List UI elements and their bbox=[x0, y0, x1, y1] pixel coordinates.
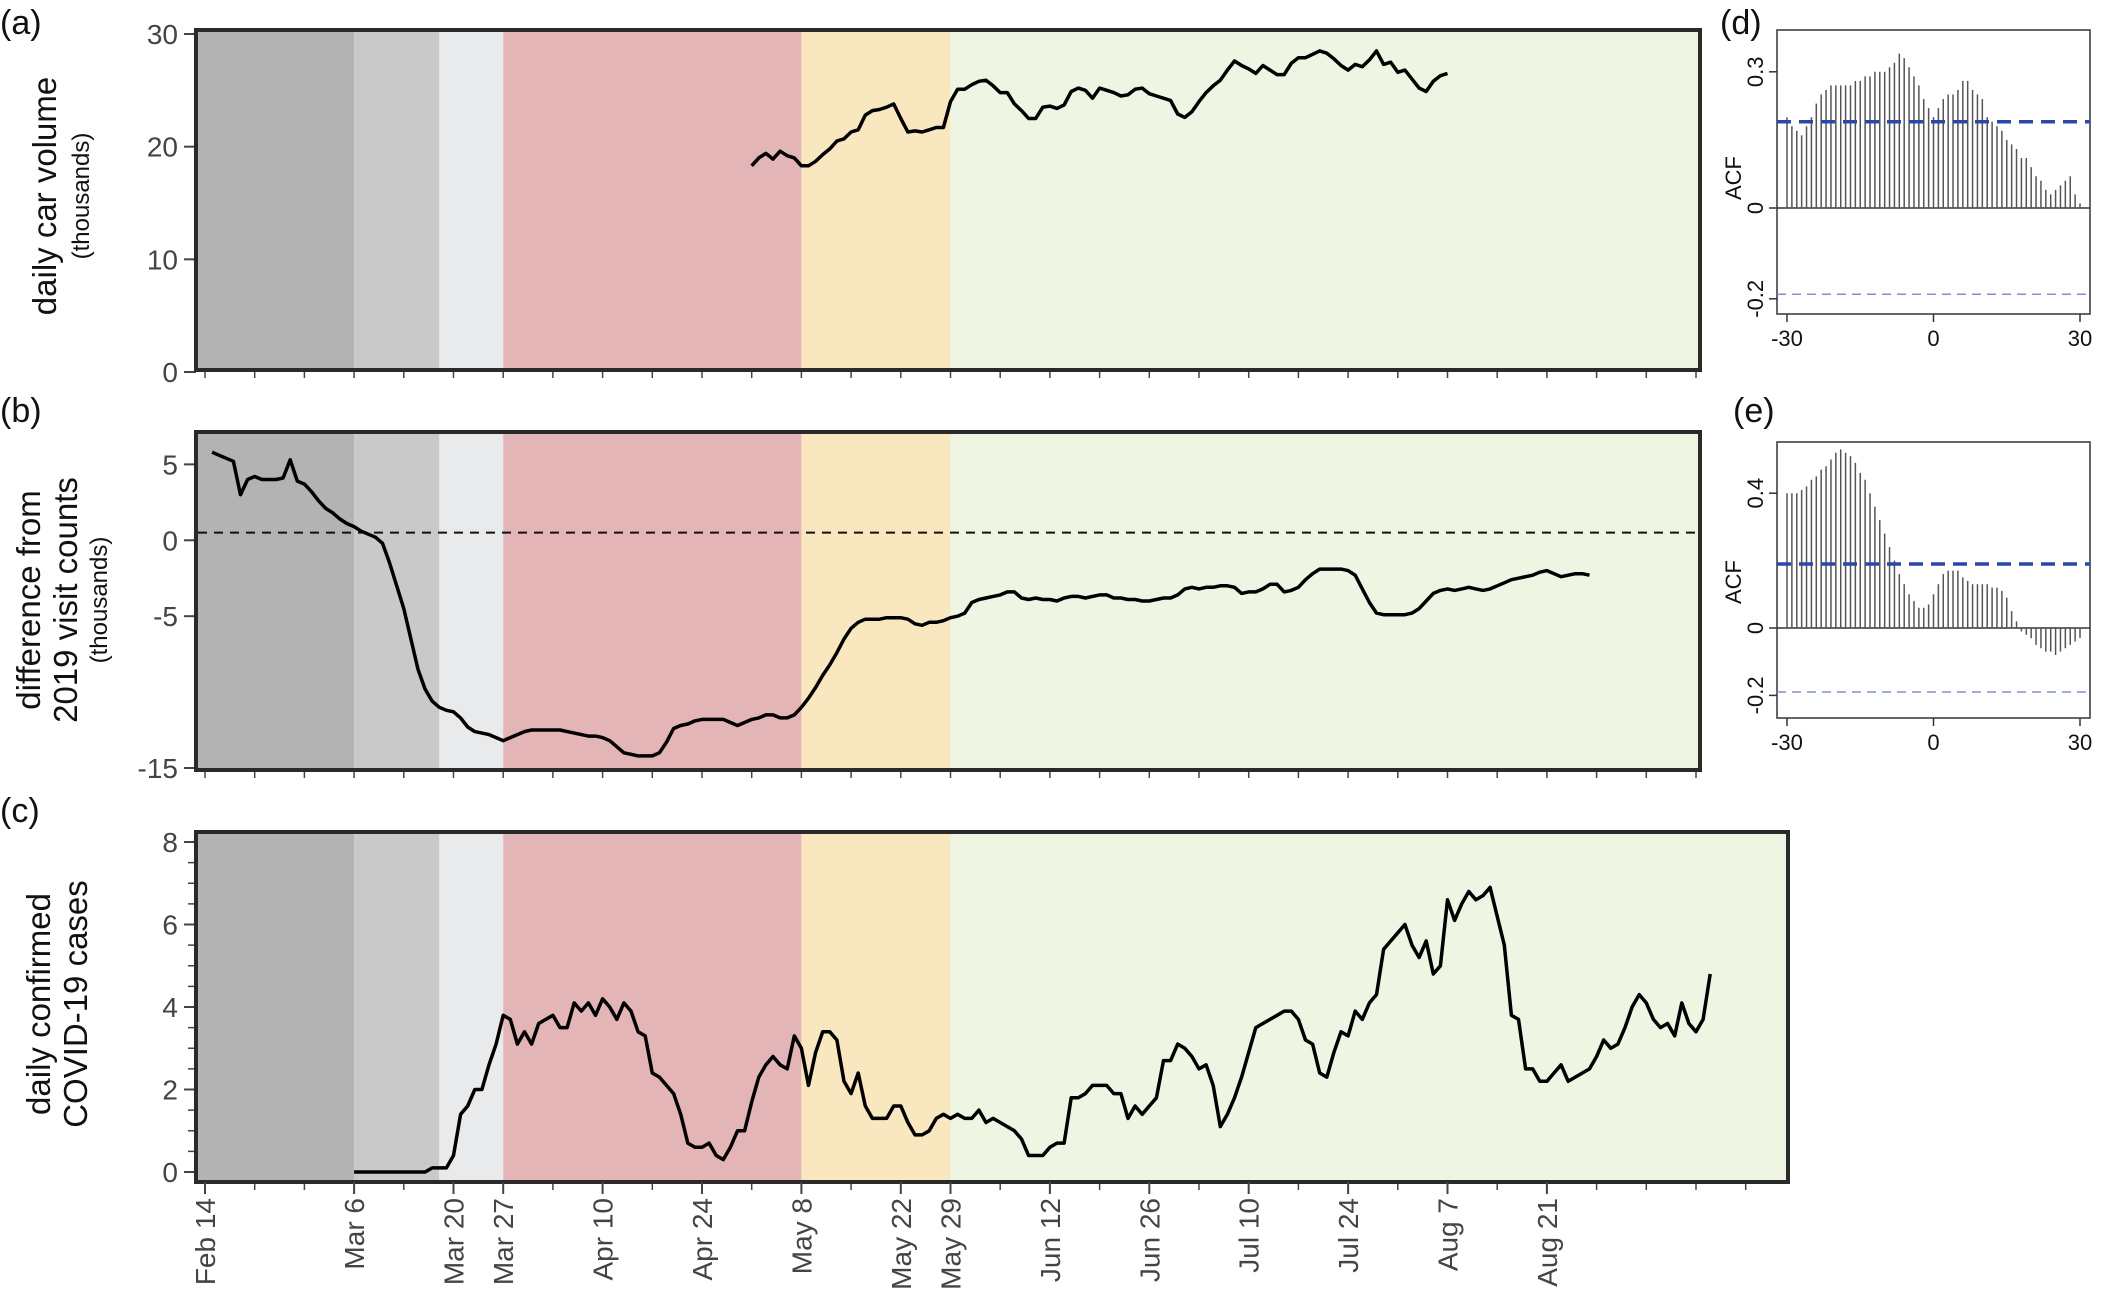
panel-e-acf: -0.2 0 0.4 -30 0 30 bbox=[1743, 441, 2092, 755]
phase-band bbox=[801, 832, 951, 1182]
x-tick-label: Jul 24 bbox=[1333, 1198, 1364, 1273]
y-tick-label: 10 bbox=[147, 244, 178, 275]
series-line bbox=[354, 885, 1712, 1174]
phase-band bbox=[439, 432, 504, 770]
phase-band bbox=[801, 30, 951, 370]
panel-d-ylabel: ACF bbox=[1721, 156, 1746, 200]
acf-x-tick-label: 30 bbox=[2068, 326, 2092, 351]
x-tick-label: Apr 24 bbox=[687, 1198, 718, 1281]
phase-band bbox=[354, 30, 440, 370]
y-tick-label: 30 bbox=[147, 19, 178, 50]
acf-y-tick-label: -0.2 bbox=[1743, 280, 1768, 318]
phase-band bbox=[439, 30, 504, 370]
x-tick-label: Mar 20 bbox=[439, 1198, 470, 1285]
phase-band bbox=[950, 30, 1700, 370]
acf-x-tick-label: -30 bbox=[1771, 730, 1803, 755]
panel-a-frame bbox=[194, 28, 1702, 372]
phase-band bbox=[198, 432, 355, 770]
y-tick-label: -15 bbox=[138, 753, 178, 784]
panel-d-acf: -0.2 0 0.3 -30 0 30 bbox=[1743, 29, 2092, 351]
y-tick-label: 4 bbox=[162, 992, 178, 1023]
phase-band bbox=[503, 432, 802, 770]
panel-label-b: (b) bbox=[0, 392, 42, 430]
x-tick-label: Jun 12 bbox=[1035, 1198, 1066, 1282]
acf-x-tick-label: -30 bbox=[1771, 326, 1803, 351]
acf-y-tick-label: 0 bbox=[1743, 202, 1768, 214]
panel-c-phase-bands bbox=[198, 832, 1788, 1182]
x-tick-label: Jul 10 bbox=[1234, 1198, 1265, 1273]
panel-e-ylabel: ACF bbox=[1721, 560, 1746, 604]
panel-label-a: (a) bbox=[0, 4, 42, 42]
y-tick-label: 5 bbox=[162, 449, 178, 480]
x-tick-label: May 22 bbox=[886, 1198, 917, 1290]
panel-b-ylabel: difference from bbox=[10, 490, 47, 710]
phase-band bbox=[354, 432, 440, 770]
phase-band bbox=[354, 832, 440, 1182]
x-tick-label: Jun 26 bbox=[1134, 1198, 1165, 1282]
x-tick-label: Apr 10 bbox=[588, 1198, 619, 1281]
acf-x-tick-label: 0 bbox=[1927, 730, 1939, 755]
date-axis: Feb 14 Mar 6 Mar 20 Mar 27 Apr 10 Apr 24 May 8… bbox=[190, 1182, 1563, 1290]
acf-y-tick-label: 0 bbox=[1743, 622, 1768, 634]
acf-x-tick-label: 0 bbox=[1927, 326, 1939, 351]
series-line bbox=[750, 49, 1449, 168]
y-tick-label: 20 bbox=[147, 132, 178, 163]
panel-label-c: (c) bbox=[0, 792, 40, 830]
acf-frame bbox=[1776, 441, 2091, 719]
acf-y-tick-label: 0.3 bbox=[1743, 57, 1768, 88]
panel-b-ylabel-line2: 2019 visit counts bbox=[47, 477, 84, 723]
phase-band bbox=[503, 30, 802, 370]
x-tick-label: Mar 6 bbox=[339, 1198, 370, 1270]
x-tick-label: Feb 14 bbox=[190, 1198, 221, 1285]
x-tick-label: May 8 bbox=[786, 1198, 817, 1274]
y-tick-label: -5 bbox=[153, 601, 178, 632]
panel-label-d: (d) bbox=[1720, 4, 1762, 42]
y-tick-label: 0 bbox=[162, 525, 178, 556]
panel-b-frame bbox=[194, 430, 1702, 772]
phase-band bbox=[801, 432, 951, 770]
acf-x-tick-label: 30 bbox=[2068, 730, 2092, 755]
y-tick-label: 8 bbox=[162, 827, 178, 858]
panel-label-e: (e) bbox=[1733, 392, 1775, 430]
phase-band bbox=[198, 832, 355, 1182]
panel-c-series bbox=[354, 885, 1712, 1174]
panel-b: (b) -15 -5 0 5 difference from 2019 visit c… bbox=[0, 392, 1702, 784]
y-tick-label: 2 bbox=[162, 1075, 178, 1106]
phase-band bbox=[950, 432, 1700, 770]
panel-c-ylabel: daily confirmed bbox=[20, 893, 57, 1115]
x-tick-label: Aug 7 bbox=[1433, 1198, 1464, 1271]
panel-c-frame bbox=[194, 830, 1790, 1184]
panel-c-ylabel-line2: COVID-19 cases bbox=[57, 880, 94, 1128]
panel-a-ylabel: daily car volume bbox=[26, 77, 63, 315]
x-tick-label: May 29 bbox=[936, 1198, 967, 1290]
x-tick-label: Mar 27 bbox=[488, 1198, 519, 1285]
panel-e: (e) -0.2 0 0.4 -30 0 30 ACF bbox=[1721, 392, 2092, 755]
panel-b-series bbox=[211, 450, 1590, 758]
y-tick-label: 0 bbox=[162, 1157, 178, 1188]
panel-a: (a) 0 10 20 30 daily car volume (thousands) bbox=[0, 4, 1702, 388]
y-tick-label: 6 bbox=[162, 910, 178, 941]
panel-b-phase-bands bbox=[198, 432, 1700, 770]
phase-band bbox=[503, 832, 802, 1182]
phase-band bbox=[439, 832, 504, 1182]
phase-band bbox=[198, 30, 355, 370]
panel-d: (d) -0.2 0 0.3 -30 0 30 ACF bbox=[1720, 4, 2092, 351]
panel-a-ylabel-sub: (thousands) bbox=[68, 133, 95, 260]
y-tick-label: 0 bbox=[162, 357, 178, 388]
acf-y-tick-label: 0.4 bbox=[1743, 478, 1768, 509]
x-tick-label: Aug 21 bbox=[1532, 1198, 1563, 1287]
panel-b-ylabel-sub: (thousands) bbox=[86, 537, 113, 664]
panel-c: (c) 0 2 4 6 8 daily confirmed COVID-19 cases bbox=[0, 792, 1790, 1190]
panel-a-series bbox=[750, 49, 1449, 168]
panel-a-phase-bands bbox=[198, 30, 1700, 370]
series-line bbox=[211, 450, 1590, 758]
acf-y-tick-label: -0.2 bbox=[1743, 676, 1768, 714]
